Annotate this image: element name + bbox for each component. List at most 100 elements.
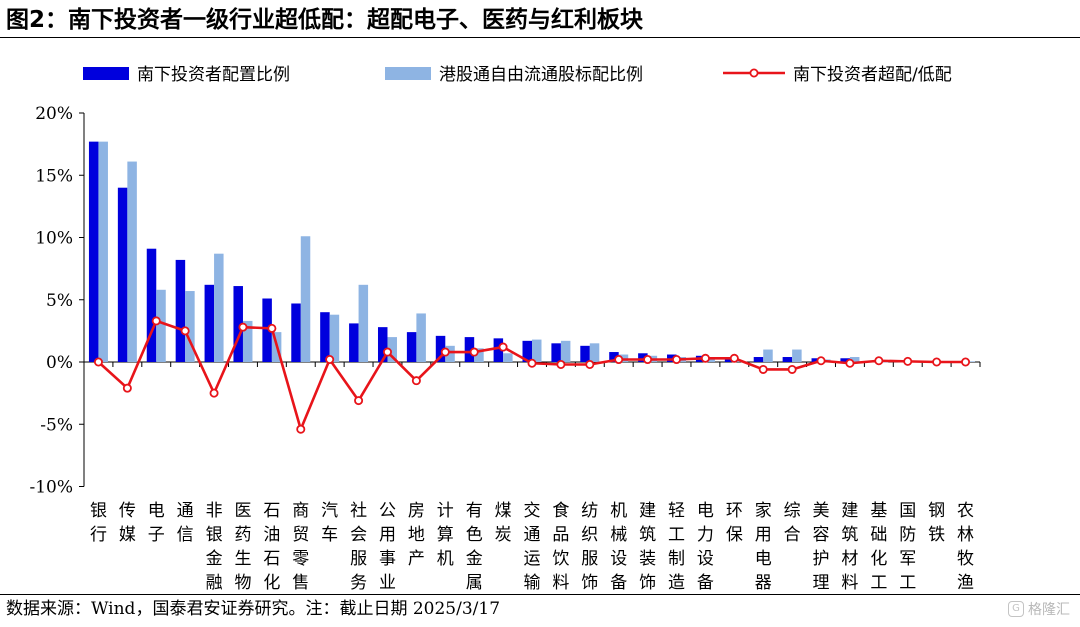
x-category-label: 家用电器 (755, 501, 772, 593)
over-under-marker (700, 353, 710, 363)
y-tick-label: 0% (46, 353, 73, 373)
benchmark-bar (387, 337, 397, 362)
legend-benchmark-label: 港股通自由流通股标配比例 (439, 65, 643, 85)
x-category-label: 基础化工 (870, 501, 887, 593)
over-under-marker (614, 355, 624, 365)
chart-legend: 南下投资者配置比例 港股通自由流通股标配比例 南下投资者超配/低配 (83, 65, 952, 85)
chart-title: 图2：南下投资者一级行业超低配：超配电子、医药与红利板块 (6, 7, 644, 33)
x-category-label: 电子 (148, 501, 165, 545)
y-tick-label: 15% (35, 166, 73, 186)
y-tick-label: 5% (46, 291, 73, 311)
allocation-bar (782, 357, 793, 362)
benchmark-bar (589, 343, 600, 362)
watermark: G 格隆汇 (1008, 598, 1070, 620)
allocation-bar (580, 345, 590, 362)
over-under-marker (209, 388, 219, 398)
allocation-bar (233, 286, 243, 362)
watermark-text: 格隆汇 (1028, 602, 1070, 618)
over-under-marker (787, 364, 797, 374)
chart-axes: -10% -5% 0% 5% 10% 15% 20% (29, 104, 981, 498)
over-under-marker (325, 355, 335, 365)
allocation-bar (753, 357, 764, 362)
allocation-bar (638, 353, 648, 362)
benchmark-bar (474, 348, 484, 362)
over-under-marker (238, 322, 248, 332)
benchmark-bar (763, 349, 773, 362)
title-divider (0, 37, 1080, 38)
x-category-label: 汽车 (321, 501, 338, 545)
x-category-label: 商贸零售 (292, 501, 309, 593)
over-under-marker (816, 356, 826, 366)
benchmark-bar (242, 320, 253, 362)
benchmark-bar (358, 284, 369, 362)
over-under-marker (93, 357, 103, 367)
benchmark-bar (503, 353, 513, 362)
x-category-label: 美容护理 (813, 501, 830, 593)
benchmark-bar (560, 340, 571, 362)
x-category-label: 电力设备 (697, 501, 714, 593)
x-category-label: 建筑装饰 (639, 501, 656, 593)
over-under-marker (180, 326, 190, 336)
x-category-label: 食品饮料 (552, 501, 569, 593)
allocation-bar (262, 298, 272, 362)
legend-over-under-marker (749, 68, 759, 78)
allocation-bar (146, 248, 157, 362)
over-under-marker (267, 323, 277, 333)
legend-over-under-label: 南下投资者超配/低配 (793, 65, 952, 85)
benchmark-bar (849, 357, 860, 362)
benchmark-bar (300, 236, 311, 362)
x-category-label: 社会服务 (350, 501, 367, 593)
series-benchmark-bars (98, 141, 976, 363)
allocation-bar (551, 343, 561, 362)
benchmark-bar (792, 349, 802, 362)
allocation-bar (609, 352, 619, 362)
over-under-marker (643, 355, 653, 365)
x-category-label: 农林牧渔 (957, 501, 974, 593)
over-under-marker (932, 357, 942, 367)
over-under-line (97, 319, 966, 431)
allocation-bar (117, 187, 128, 362)
y-tick-label: -5% (40, 415, 73, 435)
over-under-marker (382, 347, 392, 357)
chart-area: 南下投资者配置比例 港股通自由流通股标配比例 南下投资者超配/低配 -10% -5% 0… (29, 65, 981, 593)
over-under-marker (874, 356, 884, 366)
allocation-bar (320, 312, 330, 362)
over-under-marker (122, 383, 132, 393)
over-under-marker (845, 358, 855, 368)
x-category-label: 公用事业 (379, 501, 396, 593)
allocation-bar (840, 358, 850, 362)
x-category-label: 煤炭 (495, 501, 512, 545)
legend-benchmark-swatch (385, 67, 431, 80)
benchmark-bar (705, 359, 715, 362)
allocation-bar (493, 338, 504, 362)
legend-allocation-label: 南下投资者配置比例 (137, 65, 290, 85)
over-under-marker (498, 342, 508, 352)
x-category-label: 有色金属 (466, 501, 483, 593)
allocation-bar (291, 303, 301, 362)
benchmark-bar (156, 289, 166, 362)
over-under-marker (556, 359, 566, 369)
over-under-marker (758, 364, 768, 374)
benchmark-bar (532, 339, 542, 362)
over-under-marker (903, 356, 913, 366)
x-category-label: 机械设备 (610, 501, 627, 593)
x-category-label: 石油石化 (263, 501, 280, 593)
allocation-bar (175, 259, 186, 362)
allocation-bar (204, 284, 215, 362)
over-under-marker (729, 353, 739, 363)
x-category-label: 轻工制造 (668, 501, 685, 593)
over-under-marker (469, 347, 479, 357)
legend-allocation-swatch (83, 67, 129, 80)
series-over-under-line (93, 316, 971, 434)
benchmark-bar (445, 345, 455, 362)
x-category-label: 钢铁 (928, 501, 945, 545)
over-under-marker (585, 359, 595, 369)
benchmark-bar (98, 141, 108, 362)
allocation-bar (349, 323, 359, 362)
allocation-bar (377, 327, 388, 362)
x-category-label: 银行 (90, 501, 107, 545)
over-under-marker (672, 355, 682, 365)
series-allocation-bars (88, 141, 966, 362)
x-category-label: 医药生物 (234, 501, 251, 593)
x-category-label: 通信 (177, 501, 194, 545)
